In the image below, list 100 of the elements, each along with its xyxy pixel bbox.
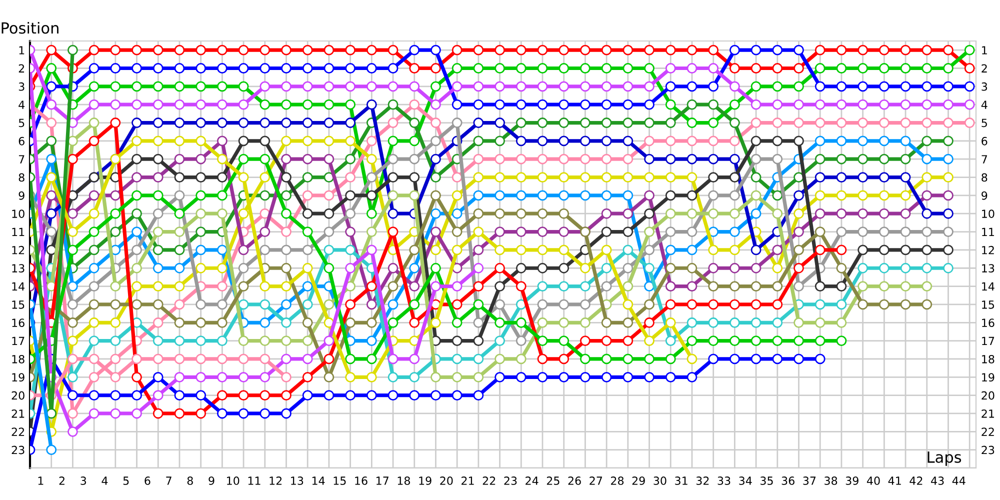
point: [644, 63, 654, 74]
y-tick-label: 22: [12, 428, 24, 436]
point: [88, 44, 100, 56]
point: [580, 372, 590, 382]
point: [558, 244, 570, 256]
point: [152, 190, 164, 201]
point: [409, 81, 420, 92]
point: [345, 299, 356, 310]
y2-tick-label: 20: [982, 391, 994, 400]
point: [88, 118, 100, 128]
point: [665, 154, 676, 164]
point: [388, 390, 398, 401]
x-tick-label: 30: [654, 476, 666, 485]
point: [750, 118, 762, 128]
point: [260, 99, 270, 110]
point: [452, 44, 462, 56]
point: [110, 281, 121, 292]
point: [900, 99, 911, 110]
point: [216, 408, 228, 419]
point: [238, 408, 249, 419]
point: [858, 81, 868, 92]
point: [814, 336, 826, 346]
point: [622, 44, 634, 56]
point: [708, 354, 719, 364]
y2-tick-label: 14: [982, 282, 994, 291]
y-tick-label: 8: [18, 173, 24, 182]
y-tick-label: 12: [12, 246, 24, 254]
point: [152, 154, 164, 164]
x-tick-label: 23: [504, 476, 517, 485]
point: [152, 99, 164, 110]
point: [88, 281, 100, 292]
point: [324, 118, 334, 128]
point: [558, 172, 570, 182]
point: [537, 190, 548, 201]
point: [88, 99, 100, 110]
point: [388, 262, 398, 274]
point: [943, 172, 954, 182]
point: [900, 190, 911, 201]
point: [452, 299, 462, 310]
point: [345, 172, 356, 182]
point: [729, 99, 740, 110]
point: [174, 390, 185, 401]
point: [324, 262, 334, 274]
point: [558, 63, 570, 74]
point: [729, 244, 740, 256]
point: [473, 154, 484, 164]
point: [558, 226, 570, 237]
point: [216, 172, 228, 182]
point: [601, 262, 612, 274]
point: [345, 208, 356, 219]
point: [110, 226, 121, 237]
point: [152, 244, 164, 256]
point: [260, 190, 270, 201]
point: [665, 99, 676, 110]
point: [622, 118, 634, 128]
point: [601, 317, 612, 328]
x-tick-label: 2: [59, 476, 64, 485]
x-tick-label: 13: [291, 476, 304, 485]
point: [260, 244, 270, 256]
y2-tick-label: 15: [982, 300, 994, 309]
point: [537, 336, 548, 346]
point: [750, 262, 762, 274]
point: [729, 154, 740, 164]
point: [708, 99, 719, 110]
point: [152, 226, 164, 237]
point: [537, 226, 548, 237]
point: [601, 81, 612, 92]
point: [324, 336, 334, 346]
point: [196, 172, 206, 182]
point: [216, 136, 228, 146]
point: [174, 136, 185, 146]
point: [46, 63, 57, 74]
point: [750, 208, 762, 219]
y2-tick-label: 11: [982, 228, 994, 236]
point: [665, 317, 676, 328]
point: [46, 136, 57, 146]
point: [601, 136, 612, 146]
point: [665, 118, 676, 128]
point: [281, 136, 292, 146]
point: [302, 262, 313, 274]
point: [345, 154, 356, 164]
point: [558, 372, 570, 382]
point: [174, 354, 185, 364]
point: [132, 354, 142, 364]
point: [922, 208, 932, 219]
point: [473, 354, 484, 364]
point: [772, 208, 783, 219]
point: [196, 208, 206, 219]
point: [814, 354, 826, 364]
point: [430, 317, 441, 328]
point: [708, 244, 719, 256]
point: [88, 317, 100, 328]
point: [281, 336, 292, 346]
point: [196, 118, 206, 128]
y2-tick-label: 6: [982, 136, 988, 146]
point: [814, 281, 826, 292]
point: [622, 154, 634, 164]
point: [196, 226, 206, 237]
point: [430, 372, 441, 382]
x-tick-label: 34: [739, 476, 752, 485]
